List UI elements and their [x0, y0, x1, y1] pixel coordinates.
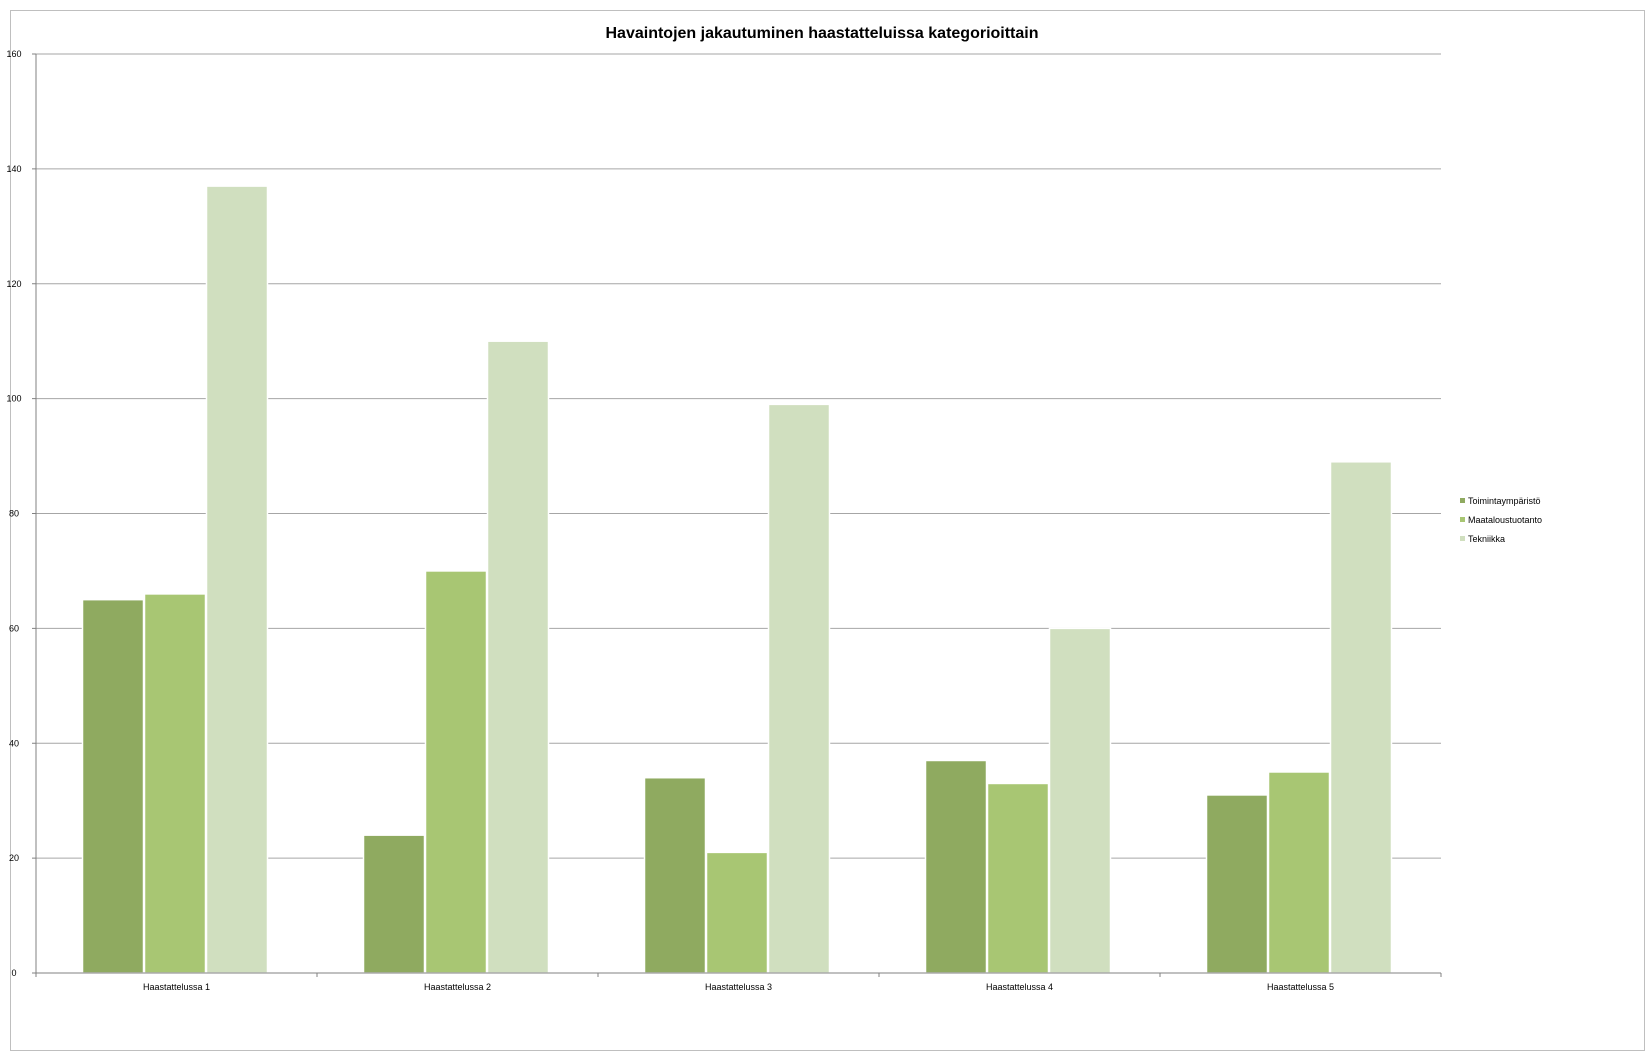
legend-label: Tekniikka [1468, 534, 1505, 544]
legend: Toimintaympäristö Maataloustuotanto Teknii… [1460, 496, 1542, 544]
y-tick-label: 80 [9, 509, 19, 519]
x-tick-label: Haastattelussa 4 [986, 982, 1053, 992]
y-tick-label: 60 [9, 623, 19, 633]
legend-swatch [1460, 536, 1465, 541]
bar-toimintaympäristö-2 [362, 834, 426, 974]
y-tick-label: 120 [6, 279, 21, 289]
bar-tekniikka-1 [205, 185, 269, 974]
y-tick-label: 40 [9, 738, 19, 748]
x-tick-label: Haastattelussa 2 [424, 982, 491, 992]
bars [81, 185, 1393, 974]
x-tick-label: Haastattelussa 5 [1267, 982, 1334, 992]
bar-maataloustuotanto-4 [986, 782, 1050, 974]
bar-tekniikka-5 [1329, 461, 1393, 974]
bar-tekniikka-3 [767, 403, 831, 974]
bar-toimintaympäristö-1 [81, 598, 145, 974]
bar-maataloustuotanto-5 [1267, 771, 1331, 974]
x-tick-label: Haastattelussa 1 [143, 982, 210, 992]
y-tick-label: 160 [6, 49, 21, 59]
bar-toimintaympäristö-4 [924, 759, 988, 974]
y-tick-label: 0 [11, 968, 16, 978]
y-tick-label: 140 [6, 164, 21, 174]
y-tick-label: 20 [9, 853, 19, 863]
legend-label: Maataloustuotanto [1468, 515, 1542, 525]
legend-label: Toimintaympäristö [1468, 496, 1541, 506]
legend-swatch [1460, 498, 1465, 503]
bar-maataloustuotanto-2 [424, 570, 488, 974]
axes: 0 20 40 60 80 100 120 140 160 Haastattelussa 1 Haa… [6, 49, 1442, 992]
y-tick-label: 100 [6, 394, 21, 404]
bar-toimintaympäristö-3 [643, 776, 707, 974]
bar-maataloustuotanto-1 [143, 593, 207, 974]
bar-toimintaympäristö-5 [1205, 794, 1269, 974]
x-tick-label: Haastattelussa 3 [705, 982, 772, 992]
bar-tekniikka-2 [486, 340, 550, 974]
bar-tekniikka-4 [1048, 627, 1112, 974]
chart-title: Havaintojen jakautuminen haastatteluissa… [606, 25, 1039, 42]
bar-maataloustuotanto-3 [705, 851, 769, 974]
legend-swatch [1460, 517, 1465, 522]
